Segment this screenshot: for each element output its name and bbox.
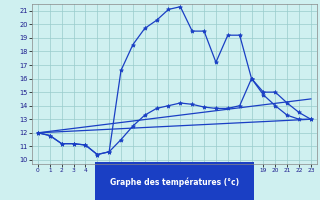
X-axis label: Graphe des températures (°c): Graphe des températures (°c) [110,177,239,187]
